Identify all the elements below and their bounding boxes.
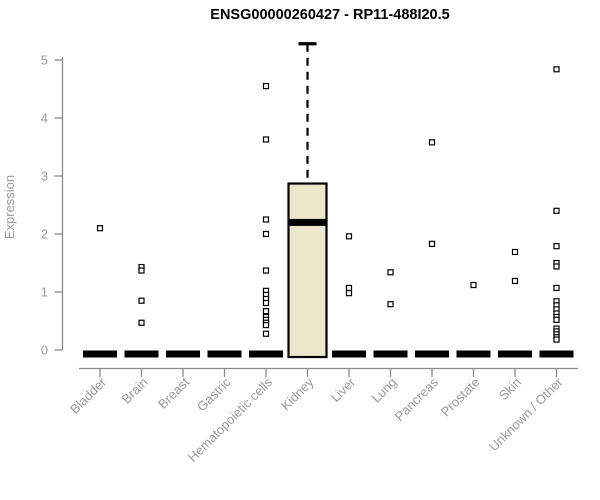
outlier-point <box>138 297 145 304</box>
outlier-point <box>553 316 560 323</box>
outlier-point <box>345 290 353 297</box>
outlier-point <box>262 321 270 329</box>
outlier-point <box>553 66 560 73</box>
x-tick-label: Breast <box>155 374 192 411</box>
y-tick-label: 5 <box>41 53 48 68</box>
outlier-point <box>553 284 560 292</box>
outlier-point <box>553 263 560 270</box>
outlier-point <box>553 207 560 214</box>
x-tick-label: Skin <box>496 375 524 403</box>
outlier-point <box>262 308 270 315</box>
median-bar <box>415 350 449 358</box>
median-bar <box>249 350 283 358</box>
x-tick-label: Gastric <box>194 374 234 414</box>
outlier-point <box>138 267 145 274</box>
outlier-point <box>262 216 270 223</box>
outlier-point <box>428 240 436 247</box>
outlier-point <box>138 319 145 326</box>
median-bar <box>456 350 491 358</box>
median-bar <box>83 350 117 358</box>
outlier-point <box>262 330 270 337</box>
y-tick-label: 4 <box>41 111 48 126</box>
outlier-point <box>262 267 270 274</box>
outlier-point <box>387 301 394 308</box>
outlier-point <box>553 336 560 343</box>
x-tick-label: Pancreas <box>392 374 442 424</box>
outlier-point <box>511 248 519 256</box>
x-tick-label: Bladder <box>67 374 110 417</box>
outlier-point <box>387 269 394 276</box>
x-tick-label: Brain <box>119 375 151 407</box>
outlier-point <box>345 233 353 240</box>
outlier-point <box>262 230 270 238</box>
y-tick-label: 1 <box>41 285 48 300</box>
outlier-point <box>553 243 560 250</box>
outlier-point <box>96 225 104 232</box>
x-tick-label: Unknown / Other <box>486 374 566 454</box>
outlier-point <box>511 277 519 285</box>
median-bar <box>124 350 159 358</box>
median-line <box>288 218 327 226</box>
x-tick-label: Lung <box>369 375 400 406</box>
y-tick-label: 3 <box>41 169 48 184</box>
median-bar <box>539 350 574 358</box>
x-tick-label: Kidney <box>278 374 317 413</box>
median-bar <box>166 350 200 358</box>
median-bar <box>207 350 242 358</box>
median-bar <box>332 350 366 358</box>
median-bar <box>498 350 532 358</box>
median-bar <box>373 350 408 358</box>
x-tick-label: Prostate <box>438 375 483 420</box>
outlier-point <box>345 284 353 292</box>
outlier-point <box>470 281 477 289</box>
chart-title: ENSG00000260427 - RP11-488I20.5 <box>210 7 450 23</box>
box <box>287 182 328 359</box>
outlier-point <box>262 82 270 90</box>
outlier-point <box>428 139 436 146</box>
y-tick-label: 0 <box>41 343 48 358</box>
x-tick-label: Liver <box>328 374 359 405</box>
outlier-point <box>262 136 270 143</box>
y-tick-label: 2 <box>41 227 48 242</box>
outlier-point <box>262 299 270 307</box>
